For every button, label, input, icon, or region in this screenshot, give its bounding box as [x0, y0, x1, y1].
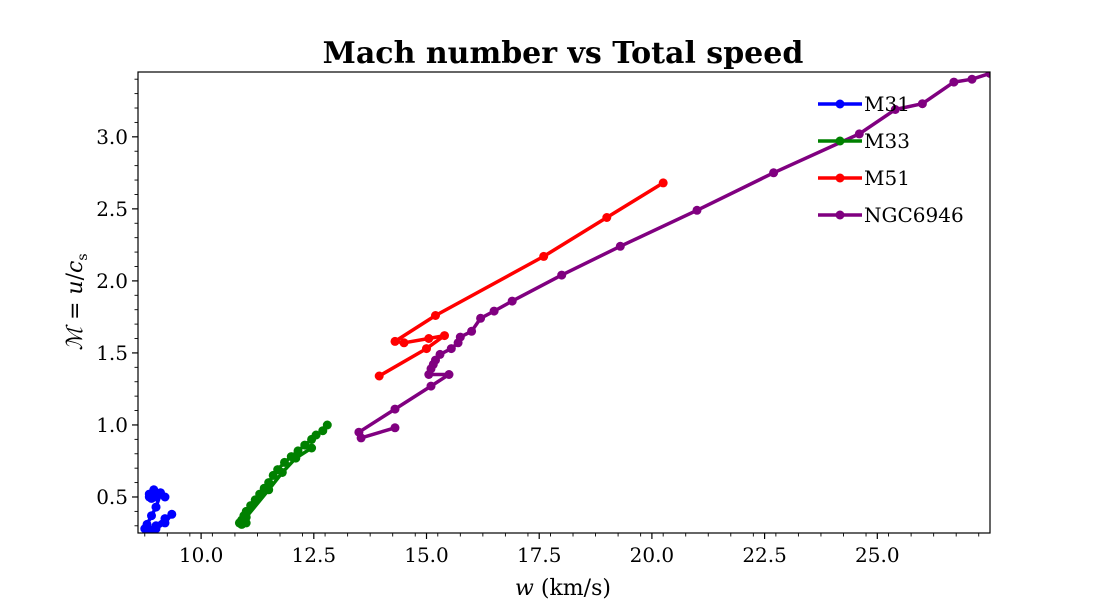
x-axis-label-unit: (km/s): [534, 576, 611, 600]
data-point: [769, 168, 779, 178]
series-layer: [140, 72, 990, 533]
series-ngc6946: [354, 72, 990, 443]
y-tick-label: 1.0: [96, 413, 128, 437]
data-point: [390, 336, 400, 346]
series-m33: [234, 420, 332, 529]
data-point: [557, 270, 567, 280]
axes-frame: [137, 71, 991, 534]
legend-swatch-marker: [835, 210, 845, 220]
legend-item-m31: M31: [818, 92, 910, 116]
x-tick-label: 15.0: [404, 543, 449, 567]
x-axis-label: w (km/s): [515, 576, 611, 600]
data-point: [167, 509, 177, 519]
data-point: [890, 105, 900, 114]
x-tick-label: 10.0: [179, 543, 224, 567]
y-axis-label-subscript: s: [75, 253, 91, 260]
data-point: [356, 433, 366, 443]
ticks-layer: 10.0 12.5 15.0 17.5 20.0 22.5 25.0 0.5 1.0 1.5 2.0…: [96, 78, 980, 567]
x-tick-label: 22.5: [742, 543, 787, 567]
data-point: [985, 72, 990, 78]
series-line-m51: [377, 181, 665, 378]
y-axis-label-c: c: [63, 261, 88, 273]
x-tick-label: 12.5: [292, 543, 337, 567]
data-point: [854, 129, 864, 139]
chart-title: Mach number vs Total speed: [323, 36, 804, 71]
legend-swatch-marker: [835, 99, 845, 109]
legend-label: M33: [864, 129, 910, 153]
legend-swatch-marker: [835, 136, 845, 146]
y-tick-label: 3.0: [96, 125, 128, 149]
data-point: [307, 443, 317, 453]
data-point: [658, 178, 668, 188]
data-point: [949, 77, 959, 87]
legend-item-m51: M51: [818, 166, 910, 190]
legend-item-m33: M33: [818, 129, 910, 153]
data-point: [268, 470, 278, 480]
data-point: [444, 370, 454, 379]
data-point: [399, 338, 409, 348]
data-point: [446, 344, 456, 354]
legend-label: M31: [864, 92, 910, 116]
data-point: [374, 371, 384, 381]
legend: M31 M33 M51 NGC6946: [818, 92, 964, 227]
data-point: [264, 485, 274, 495]
legend-swatch-marker: [835, 173, 845, 183]
data-point: [390, 423, 400, 433]
y-axis-label-mach: ℳ: [63, 324, 88, 351]
x-axis-label-variable: w: [515, 576, 534, 600]
data-point: [280, 457, 289, 467]
y-axis-label-slash: /: [63, 272, 88, 280]
y-axis-label: ℳ = u/cs: [63, 253, 91, 350]
data-point: [917, 99, 927, 109]
series-line-ngc6946: [357, 72, 990, 440]
data-point: [147, 511, 156, 521]
legend-item-ngc6946: NGC6946: [818, 203, 964, 227]
y-axis-label-equals: =: [63, 295, 88, 327]
legend-label: M51: [864, 166, 910, 190]
legend-label: NGC6946: [864, 203, 964, 227]
data-point: [307, 434, 317, 444]
x-tick-label: 17.5: [517, 543, 562, 567]
data-point: [539, 251, 549, 261]
plot-area: [137, 71, 991, 534]
series-m51: [374, 178, 668, 381]
data-point: [453, 338, 463, 348]
y-tick-label: 1.5: [96, 341, 128, 365]
data-point: [440, 331, 449, 341]
data-point: [390, 404, 400, 414]
y-axis-label-u: u: [63, 280, 88, 294]
data-point: [277, 468, 287, 477]
series-m31: [140, 485, 177, 533]
data-point: [431, 311, 440, 320]
y-tick-label: 2.0: [96, 269, 128, 293]
data-point: [615, 241, 625, 251]
data-point: [602, 213, 612, 222]
y-tick-label: 0.5: [96, 485, 128, 509]
data-point: [318, 426, 328, 436]
data-point: [151, 502, 161, 512]
data-point: [160, 514, 170, 524]
data-point: [507, 296, 517, 306]
data-point: [147, 525, 156, 533]
data-point: [489, 306, 499, 316]
data-point: [300, 440, 310, 450]
data-point: [467, 326, 477, 336]
data-point: [426, 381, 436, 391]
data-point: [156, 489, 165, 499]
data-point: [291, 453, 301, 463]
x-tick-label: 25.0: [855, 543, 900, 567]
data-point: [422, 344, 431, 354]
y-tick-label: 2.5: [96, 197, 128, 221]
data-point: [476, 313, 486, 323]
data-point: [293, 446, 303, 456]
data-point: [241, 512, 251, 522]
data-point: [967, 74, 977, 84]
data-point: [424, 370, 434, 379]
data-point: [692, 205, 702, 215]
x-tick-label: 20.0: [630, 543, 675, 567]
data-point: [424, 334, 434, 343]
